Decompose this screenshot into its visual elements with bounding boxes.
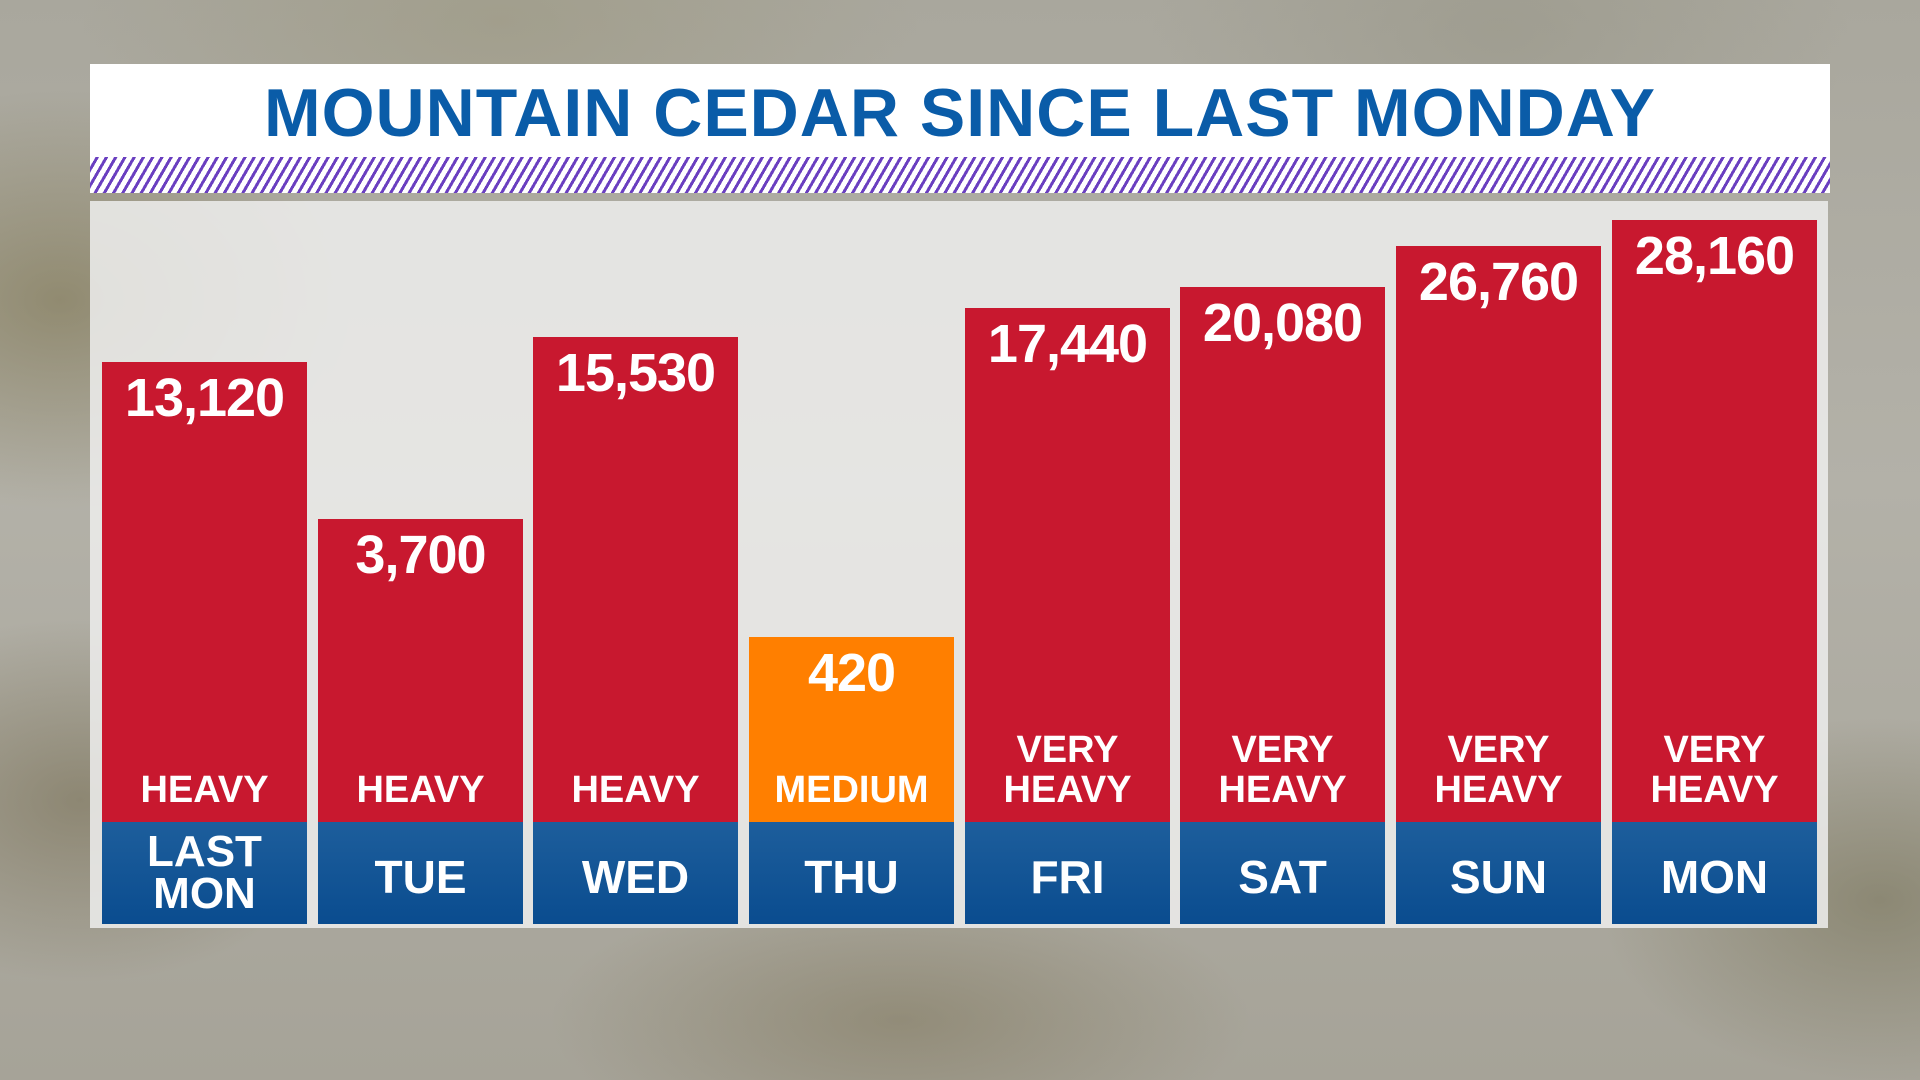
bar-value: 15,530 — [555, 343, 716, 403]
bar-level: HEAVY — [356, 769, 485, 811]
day-label: LAST MON — [102, 822, 307, 924]
day-label: TUE — [318, 822, 523, 924]
day-label-text: TUE — [374, 851, 467, 903]
bar-tue: 3,700 HEAVY TUE — [318, 519, 523, 924]
bar-fill — [1180, 287, 1385, 822]
bar-thu: 420 MEDIUM THU — [749, 637, 954, 924]
bar-level: HEAVY — [571, 769, 700, 811]
bar-value: 26,760 — [1418, 252, 1579, 312]
bar-wed: 15,530 HEAVY WED — [533, 337, 738, 924]
bar-fill — [1612, 220, 1817, 822]
bar-last-mon: 13,120 HEAVY LAST MON — [102, 362, 307, 924]
bar-value: 420 — [807, 643, 896, 703]
day-label: FRI — [965, 822, 1170, 924]
day-label-text: THU — [804, 851, 899, 903]
chart-panel: 13,120 HEAVY LAST MON 3,700 HEAVY TUE 15… — [90, 201, 1828, 928]
bar-level: VERY HEAVY — [1434, 729, 1563, 811]
day-label-text: SUN — [1449, 851, 1548, 903]
day-label-text: WED — [581, 851, 690, 903]
title-banner: MOUNTAIN CEDAR SINCE LAST MONDAY — [90, 64, 1830, 193]
bar-level: HEAVY — [140, 769, 269, 811]
bar-fill — [102, 362, 307, 822]
bar-fill — [318, 519, 523, 822]
bar-sun: 26,760 VERY HEAVY SUN — [1396, 246, 1601, 924]
title-stripe-band — [90, 157, 1830, 193]
bar-fill — [749, 637, 954, 822]
bar-fill — [533, 337, 738, 822]
bar-value: 3,700 — [355, 525, 486, 585]
bar-mon: 28,160 VERY HEAVY MON — [1612, 220, 1817, 924]
bar-fill — [965, 308, 1170, 822]
day-label: MON — [1612, 822, 1817, 924]
day-label: THU — [749, 822, 954, 924]
bar-value: 20,080 — [1202, 293, 1363, 353]
bar-value: 28,160 — [1634, 226, 1795, 286]
day-label-text: MON — [1660, 851, 1769, 903]
day-label: SAT — [1180, 822, 1385, 924]
bar-sat: 20,080 VERY HEAVY SAT — [1180, 287, 1385, 924]
bar-level: MEDIUM — [774, 769, 929, 811]
day-label: SUN — [1396, 822, 1601, 924]
day-label: WED — [533, 822, 738, 924]
chart-title: MOUNTAIN CEDAR SINCE LAST MONDAY — [263, 75, 1657, 151]
bar-fill — [1396, 246, 1601, 822]
bar-value: 13,120 — [124, 368, 285, 428]
bar-level: VERY HEAVY — [1218, 729, 1347, 811]
bar-value: 17,440 — [987, 314, 1148, 374]
bar-level: VERY HEAVY — [1003, 729, 1132, 811]
day-label-text: LAST MON — [147, 827, 262, 918]
day-label-text: SAT — [1238, 851, 1327, 903]
day-label-text: FRI — [1030, 851, 1105, 903]
bar-fri: 17,440 VERY HEAVY FRI — [965, 308, 1170, 924]
bar-level: VERY HEAVY — [1650, 729, 1779, 811]
